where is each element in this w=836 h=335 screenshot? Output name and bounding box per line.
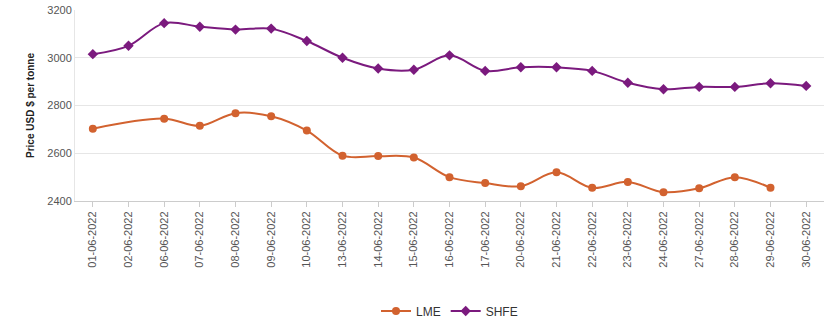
svg-text:3000: 3000 <box>47 52 71 64</box>
svg-text:29-06-2022: 29-06-2022 <box>764 211 776 267</box>
svg-text:20-06-2022: 20-06-2022 <box>514 211 526 267</box>
svg-text:02-06-2022: 02-06-2022 <box>122 211 134 267</box>
svg-text:13-06-2022: 13-06-2022 <box>336 211 348 267</box>
svg-text:2400: 2400 <box>47 195 71 207</box>
svg-text:10-06-2022: 10-06-2022 <box>300 211 312 267</box>
svg-text:07-06-2022: 07-06-2022 <box>193 211 205 267</box>
svg-text:08-06-2022: 08-06-2022 <box>229 211 241 267</box>
svg-text:16-06-2022: 16-06-2022 <box>443 211 455 267</box>
svg-text:17-06-2022: 17-06-2022 <box>479 211 491 267</box>
svg-text:09-06-2022: 09-06-2022 <box>265 211 277 267</box>
svg-text:22-06-2022: 22-06-2022 <box>586 211 598 267</box>
svg-text:LME: LME <box>416 305 441 319</box>
svg-text:21-06-2022: 21-06-2022 <box>550 211 562 267</box>
svg-text:2800: 2800 <box>47 99 71 111</box>
svg-text:23-06-2022: 23-06-2022 <box>621 211 633 267</box>
svg-text:27-06-2022: 27-06-2022 <box>693 211 705 267</box>
svg-text:28-06-2022: 28-06-2022 <box>728 211 740 267</box>
svg-text:30-06-2022: 30-06-2022 <box>800 211 812 267</box>
svg-text:15-06-2022: 15-06-2022 <box>407 211 419 267</box>
svg-text:SHFE: SHFE <box>486 305 518 319</box>
svg-text:06-06-2022: 06-06-2022 <box>158 211 170 267</box>
svg-text:01-06-2022: 01-06-2022 <box>86 211 98 267</box>
svg-text:14-06-2022: 14-06-2022 <box>372 211 384 267</box>
svg-text:24-06-2022: 24-06-2022 <box>657 211 669 267</box>
svg-text:3200: 3200 <box>47 4 71 16</box>
svg-text:Price USD $ per tonne: Price USD $ per tonne <box>25 53 36 158</box>
svg-text:2600: 2600 <box>47 147 71 159</box>
